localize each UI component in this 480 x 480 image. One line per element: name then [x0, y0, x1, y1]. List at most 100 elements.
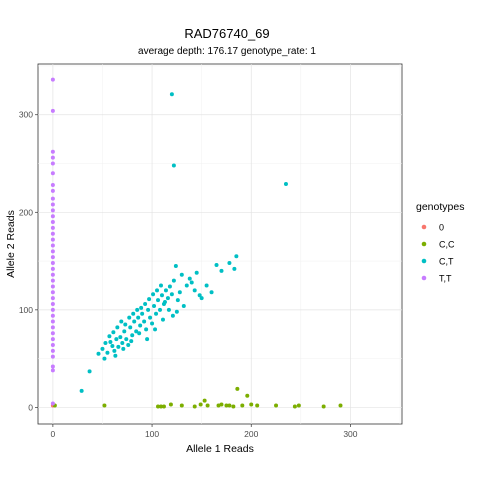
data-point-ct [110, 343, 115, 348]
x-tick-label: 100 [145, 429, 159, 439]
data-point-ct [153, 327, 158, 332]
plot-panel [37, 63, 403, 425]
data-point-tt [50, 149, 55, 154]
data-point-tt [50, 161, 55, 166]
data-point-ct [144, 327, 149, 332]
data-point-cc [231, 404, 236, 409]
chart-subtitle: average depth: 176.17 genotype_rate: 1 [138, 46, 316, 57]
data-point-ct [171, 278, 176, 283]
data-point-cc [321, 404, 326, 409]
data-point-ct [124, 337, 129, 342]
data-point-tt [50, 108, 55, 113]
data-point-ct [100, 346, 105, 351]
data-point-ct [121, 346, 126, 351]
data-point-ct [102, 356, 107, 361]
data-point-ct [169, 92, 174, 97]
legend-label: C,C [439, 240, 455, 250]
data-point-cc [274, 403, 279, 408]
data-point-ct [170, 313, 175, 318]
data-point-cc [227, 403, 232, 408]
data-point-ct [118, 335, 123, 340]
data-point-cc [158, 404, 163, 409]
data-point-ct [112, 348, 117, 353]
data-point-cc [198, 402, 203, 407]
data-point-tt [50, 348, 55, 353]
data-point-tt [50, 368, 55, 373]
data-point-ct [192, 288, 197, 293]
data-point-ct [173, 263, 178, 268]
data-point-ct [136, 315, 141, 320]
data-point-ct [87, 369, 92, 374]
data-point-ct [179, 272, 184, 277]
data-point-ct [137, 331, 142, 336]
data-point-tt [50, 302, 55, 306]
data-points [50, 77, 343, 409]
data-point-tt [50, 225, 55, 230]
data-point-tt [50, 364, 55, 369]
data-point-cc [168, 402, 173, 407]
data-point-tt [50, 296, 55, 301]
data-point-ct [135, 307, 140, 312]
data-point-ct [214, 262, 219, 267]
data-point-ct [158, 283, 163, 288]
data-point-cc [161, 404, 166, 409]
data-point-ct [138, 323, 143, 328]
y-axis-label: Allele 2 Reads [5, 210, 17, 278]
data-point-ct [151, 292, 156, 297]
data-point-ct [234, 254, 239, 259]
data-point-ct [204, 283, 209, 288]
data-point-ct [232, 266, 237, 271]
data-point-cc [205, 403, 210, 408]
legend: 0 C,C C,T T,T [421, 223, 455, 284]
data-point-ct [227, 261, 232, 266]
data-point-tt [50, 237, 55, 242]
data-point-ct [152, 303, 157, 308]
data-point-ct [181, 303, 186, 308]
data-point-ct [114, 337, 119, 342]
chart-title: RAD76740_69 [184, 26, 269, 41]
data-point-ct [146, 307, 151, 312]
data-point-tt [50, 284, 55, 289]
data-point-ct [165, 296, 170, 301]
data-point-ct [96, 351, 101, 356]
data-point-cc [296, 403, 301, 408]
data-point-ct [160, 317, 165, 322]
data-point-ct [142, 319, 147, 324]
data-point-ct [199, 296, 204, 301]
data-point-ct [150, 321, 155, 326]
legend-label: T,T [439, 274, 452, 284]
data-point-ct [115, 325, 120, 330]
data-point-cc [292, 404, 297, 409]
x-tick-label: 0 [51, 429, 56, 439]
data-point-cc [102, 403, 107, 408]
data-point-cc [249, 402, 254, 407]
grid-lines [38, 64, 402, 424]
data-point-tt [50, 155, 55, 160]
data-point-ct [159, 293, 164, 298]
data-point-tt [50, 290, 55, 295]
data-point-ct [187, 276, 192, 281]
data-point-ct [189, 280, 194, 285]
data-point-ct [166, 307, 171, 312]
data-point-ct [197, 293, 202, 298]
data-point-ct [219, 268, 224, 273]
data-point-ct [147, 297, 152, 302]
data-point-cc [235, 386, 240, 391]
data-point-tt [50, 243, 55, 248]
data-point-tt [50, 313, 55, 318]
y-tick-label: 200 [19, 207, 33, 217]
data-point-ct [145, 337, 150, 342]
legend-title: genotypes [416, 201, 464, 213]
data-point-ct [111, 330, 116, 335]
data-point-ct [113, 353, 118, 358]
data-point-ct [122, 329, 127, 334]
data-point-ct [163, 288, 168, 293]
data-point-tt [50, 188, 55, 193]
data-point-tt [50, 214, 55, 219]
data-point-cc [156, 404, 161, 409]
data-point-ct [283, 182, 288, 186]
data-point-ct [126, 342, 131, 347]
legend-marker [421, 241, 427, 247]
data-point-ct [140, 311, 145, 316]
data-point-tt [50, 171, 55, 176]
